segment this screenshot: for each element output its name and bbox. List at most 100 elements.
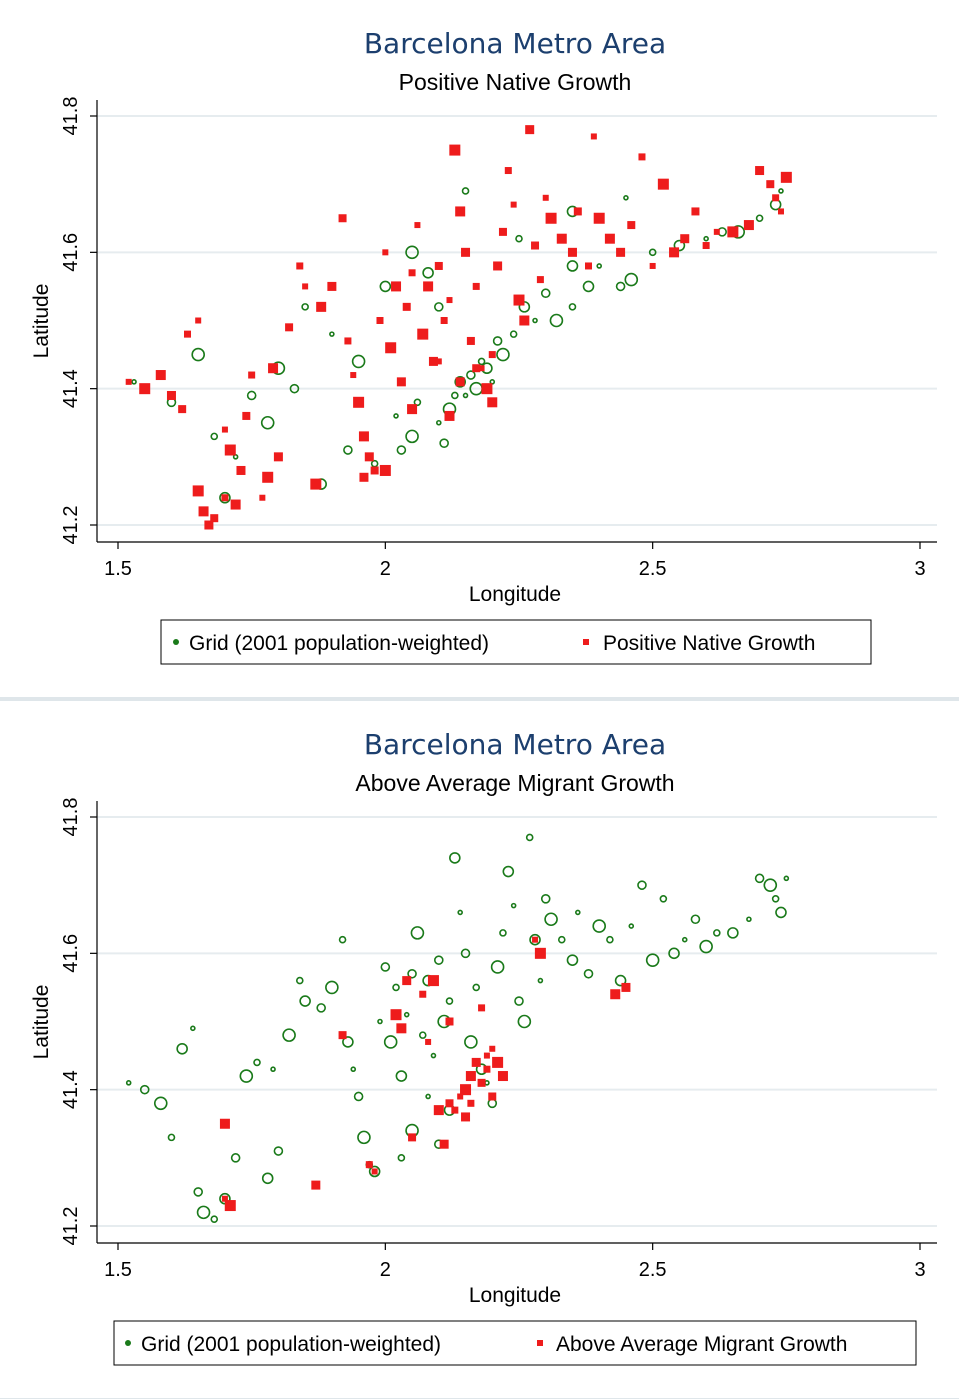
point-series-1 (125, 378, 132, 385)
point-series-1 (567, 247, 577, 257)
point-series-1 (573, 207, 582, 216)
point-series-1 (777, 208, 784, 215)
point-series-0 (690, 914, 701, 925)
point-series-1 (471, 1057, 481, 1067)
point-series-0 (754, 873, 765, 884)
point-series-0 (357, 1130, 371, 1145)
chart-title: Barcelona Metro Area (364, 27, 666, 60)
point-series-0 (606, 935, 614, 944)
axes (90, 100, 937, 549)
point-series-1 (461, 1112, 471, 1122)
point-series-0 (575, 909, 581, 916)
point-series-1 (780, 171, 792, 183)
point-series-1 (221, 494, 229, 502)
x-axis-title: Longitude (469, 583, 561, 606)
point-series-1 (402, 302, 411, 311)
point-series-0 (477, 357, 486, 366)
legend-label-grid: Grid (2001 population-weighted) (141, 1333, 441, 1356)
point-series-1 (483, 1065, 491, 1073)
point-series-0 (246, 390, 257, 401)
point-series-0 (515, 234, 523, 243)
point-series-0 (395, 1070, 408, 1082)
point-series-1 (338, 1031, 347, 1040)
point-series-0 (167, 1133, 176, 1142)
point-series-0 (461, 187, 470, 195)
point-series-1 (166, 390, 176, 400)
grid-lines (97, 115, 937, 526)
point-series-1 (268, 363, 279, 374)
point-series-0 (260, 415, 275, 430)
point-series-0 (393, 413, 399, 419)
point-series-1 (221, 1195, 228, 1202)
point-series-1 (365, 1161, 373, 1169)
point-series-0 (380, 962, 391, 972)
point-series-1 (513, 294, 525, 306)
point-series-0 (299, 995, 311, 1007)
point-series-1 (428, 356, 438, 366)
point-series-1 (455, 377, 465, 387)
point-series-0 (568, 303, 577, 311)
grid-lines (97, 816, 937, 1227)
point-series-0 (460, 948, 471, 959)
point-series-0 (270, 1066, 276, 1073)
point-series-1 (627, 221, 636, 230)
point-series-1 (497, 1071, 508, 1082)
point-series-0 (713, 929, 721, 937)
point-series-1 (155, 370, 166, 381)
point-series-1 (224, 1200, 236, 1212)
y-tick-label: 41.6 (60, 934, 82, 973)
y-tick-label: 41.2 (60, 506, 82, 545)
point-series-0 (775, 906, 787, 919)
point-series-1 (440, 317, 448, 324)
point-series-1 (379, 464, 391, 476)
point-series-1 (434, 261, 443, 270)
point-series-0 (282, 1028, 296, 1042)
point-series-1 (585, 262, 593, 270)
point-series-1 (391, 281, 402, 292)
point-series-0 (525, 833, 534, 842)
point-series-0 (746, 916, 752, 923)
point-series-0 (517, 1014, 532, 1029)
point-series-1 (556, 233, 567, 244)
point-series-1 (376, 317, 384, 324)
point-series-1 (590, 133, 597, 140)
point-series-0 (681, 936, 688, 943)
point-series-1 (408, 269, 416, 277)
point-series-1 (510, 201, 517, 208)
legend-box (160, 619, 872, 665)
point-series-1 (488, 351, 496, 359)
point-series-1 (483, 1052, 490, 1059)
legend-marker-grid (125, 1340, 131, 1346)
point-series-0 (230, 1153, 241, 1163)
point-series-0 (383, 1035, 398, 1049)
legend-marker-grid (173, 639, 179, 645)
chart-native-growth: Barcelona Metro Area Positive Native Gro… (30, 27, 937, 665)
plot-area (97, 100, 937, 542)
point-series-1 (350, 372, 357, 379)
point-series-1 (338, 214, 347, 223)
point-series-0 (405, 245, 419, 260)
point-series-0 (176, 1042, 188, 1055)
point-series-1 (455, 206, 466, 217)
y-tick-label: 41.2 (60, 1207, 82, 1246)
point-series-0 (289, 383, 300, 394)
point-series-0 (439, 438, 449, 449)
point-series-0 (596, 263, 603, 269)
point-series-0 (325, 980, 339, 995)
point-series-1 (488, 1092, 497, 1101)
point-series-1 (519, 315, 530, 326)
point-series-1 (192, 485, 204, 497)
point-series-0 (624, 272, 639, 287)
point-series-1 (446, 297, 453, 304)
point-series-0 (514, 996, 524, 1006)
point-series-1 (195, 317, 202, 324)
point-series-1 (445, 1017, 454, 1026)
plot-area (97, 801, 937, 1243)
point-series-1 (481, 383, 493, 395)
y-axis-title: Latitude (30, 985, 53, 1060)
point-series-0 (668, 947, 680, 960)
y-tick-label: 41.8 (60, 97, 82, 136)
point-series-0 (351, 354, 366, 369)
point-series-1 (525, 125, 535, 135)
point-series-1 (178, 405, 187, 414)
